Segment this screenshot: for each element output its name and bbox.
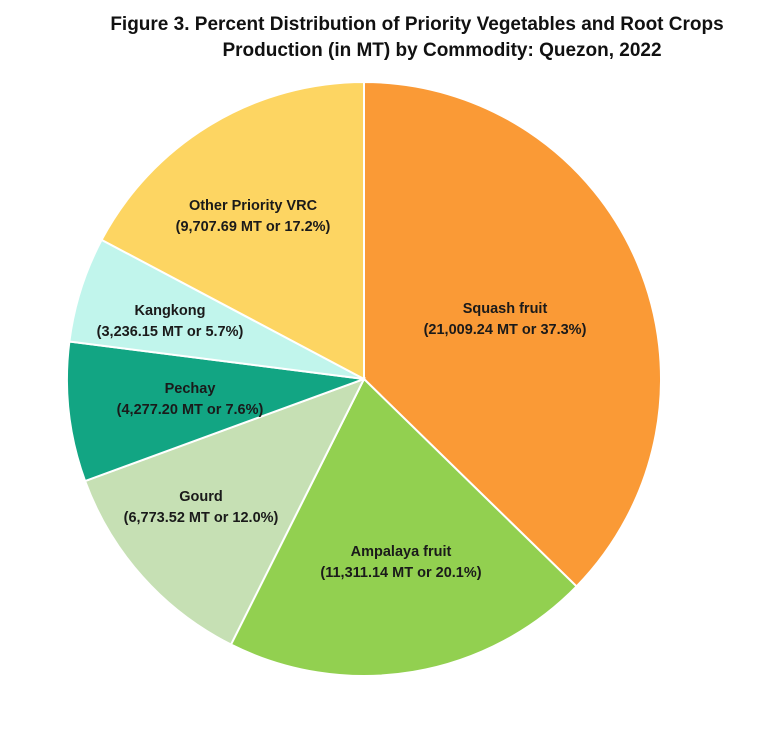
slice-value-label-ampalaya-fruit: (11,311.14 MT or 20.1%) — [320, 565, 481, 581]
slice-label-kangkong: Kangkong — [135, 303, 206, 319]
slice-label-gourd: Gourd — [179, 489, 223, 505]
slice-label-other-priority-vrc: Other Priority VRC — [189, 198, 318, 214]
slice-value-label-kangkong: (3,236.15 MT or 5.7%) — [97, 324, 244, 340]
slice-value-label-pechay: (4,277.20 MT or 7.6%) — [117, 402, 264, 418]
slice-label-ampalaya-fruit: Ampalaya fruit — [351, 544, 452, 560]
slice-value-label-squash-fruit: (21,009.24 MT or 37.3%) — [424, 322, 587, 338]
chart-title-line-2: Production (in MT) by Commodity: Quezon,… — [222, 40, 662, 61]
chart-title-line-1: Figure 3. Percent Distribution of Priori… — [110, 14, 724, 35]
pie-slice-gourd — [83, 377, 367, 646]
slice-label-squash-fruit: Squash fruit — [463, 301, 548, 317]
pie-slice-pechay — [66, 340, 365, 483]
slice-value-label-other-priority-vrc: (9,707.69 MT or 17.2%) — [176, 219, 331, 235]
pie-slice-ampalaya-fruit — [229, 377, 578, 677]
pie-slice-other-priority-vrc — [100, 80, 365, 381]
pie-slice-squash-fruit — [363, 80, 662, 588]
chart-title: Figure 3. Percent Distribution of Priori… — [0, 12, 774, 64]
slice-value-label-gourd: (6,773.52 MT or 12.0%) — [124, 510, 279, 526]
slice-label-pechay: Pechay — [165, 381, 216, 397]
